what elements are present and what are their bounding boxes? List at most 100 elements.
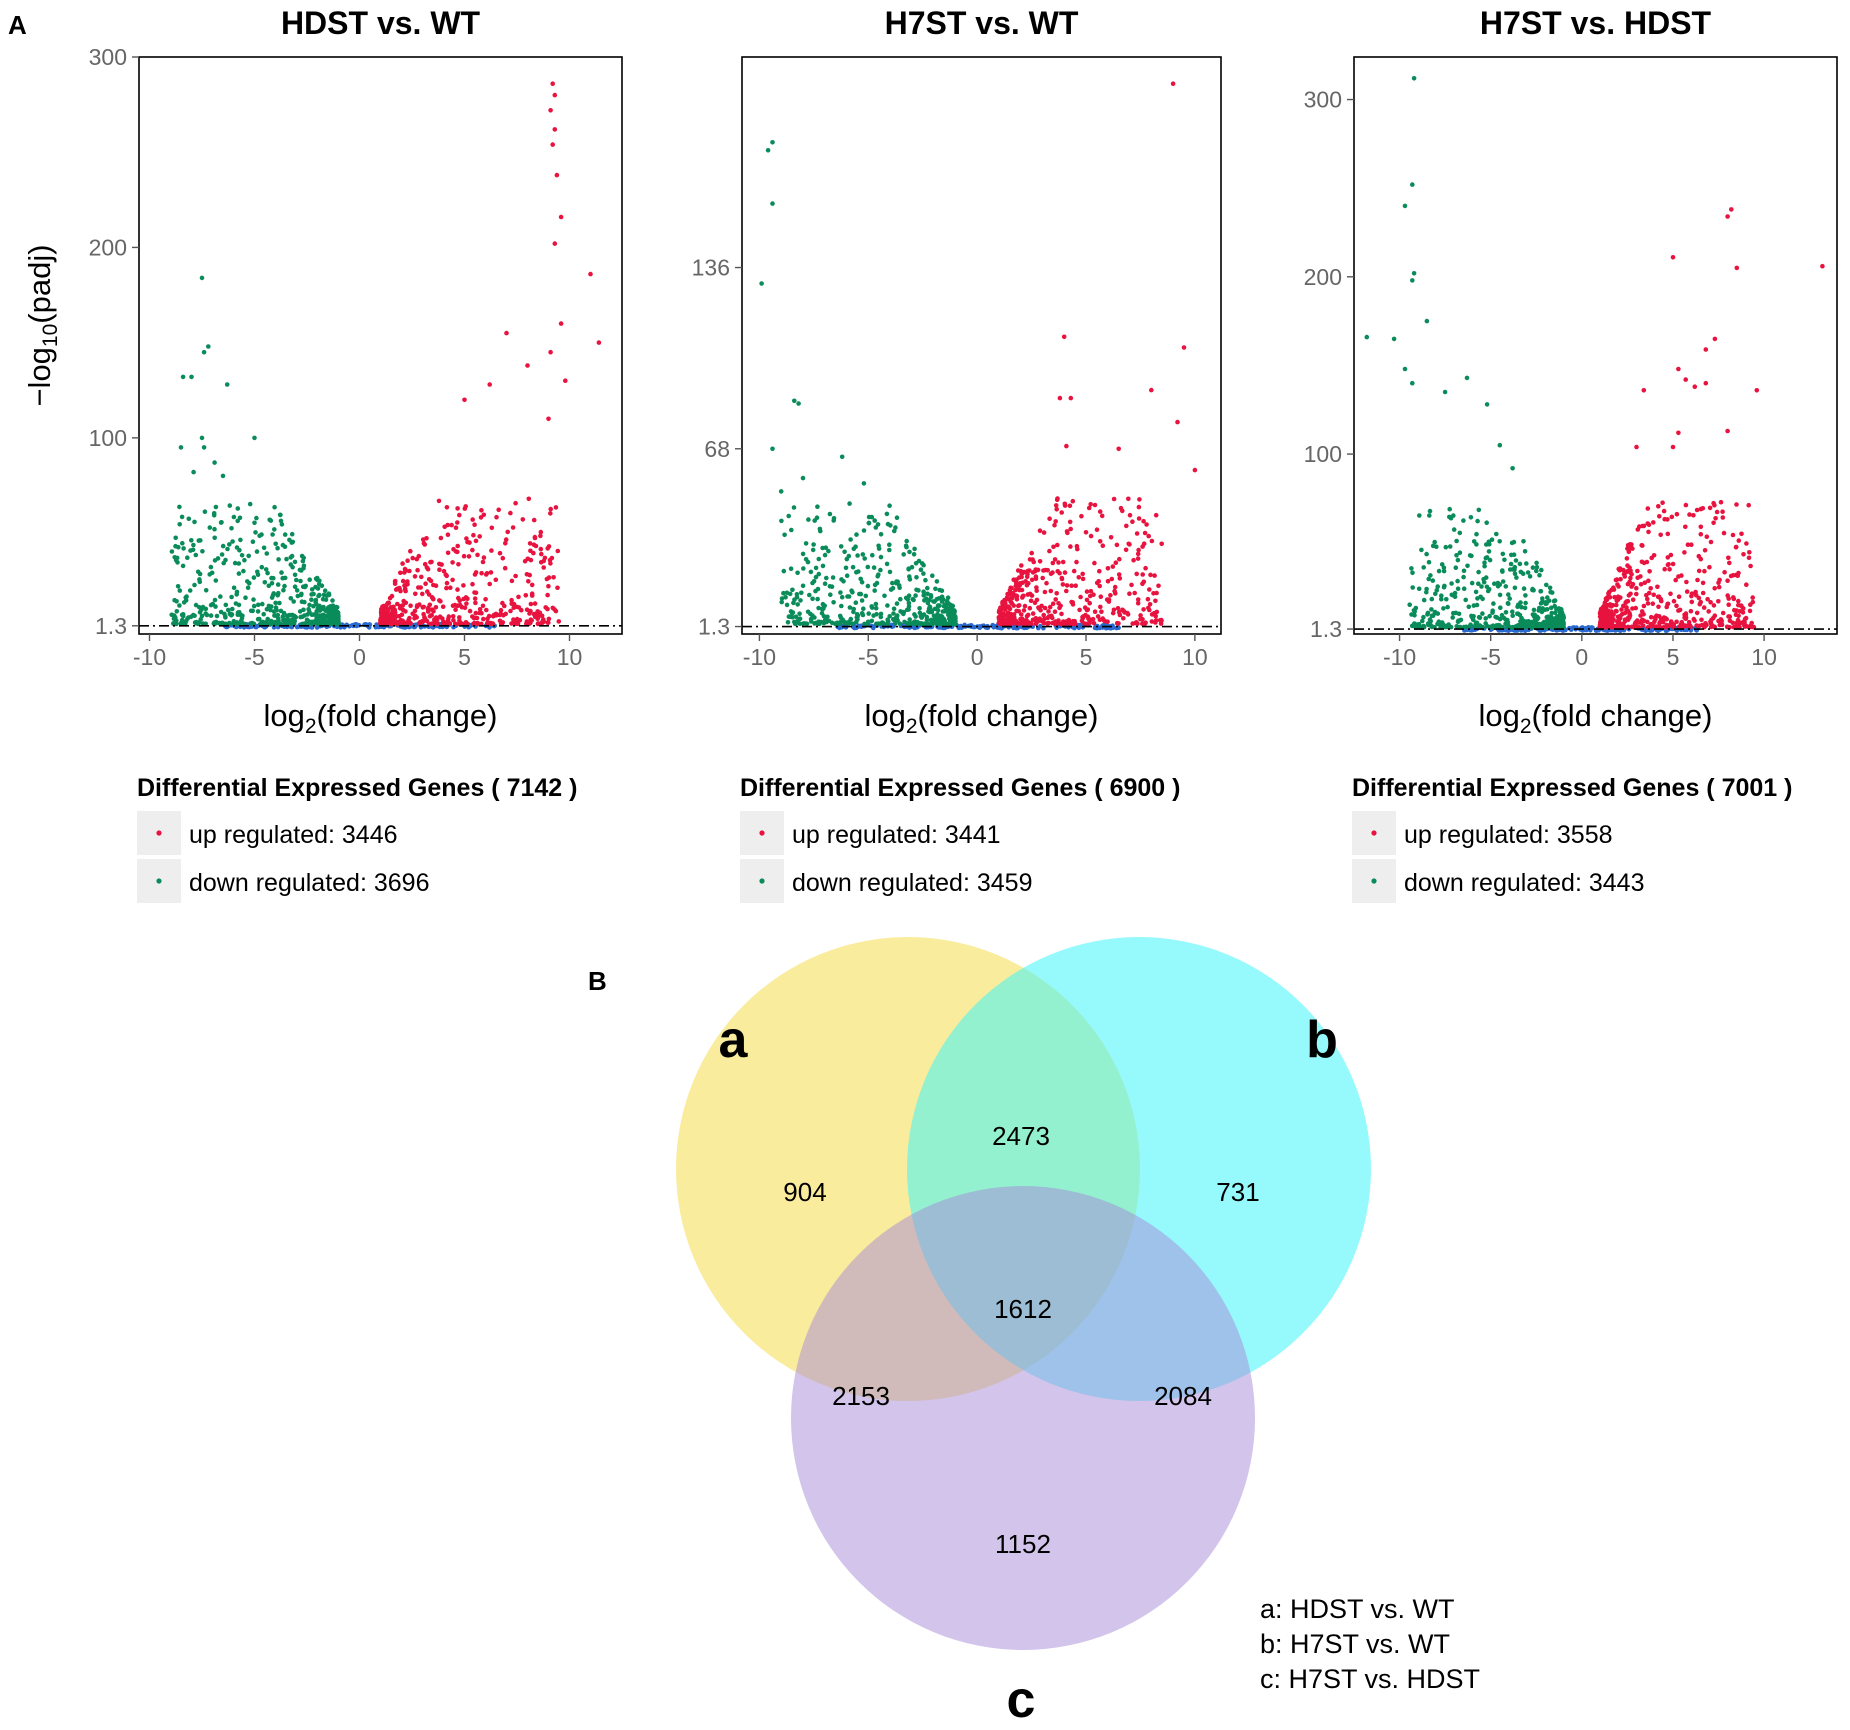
data-point (429, 621, 434, 627)
data-point (438, 599, 443, 604)
data-point (545, 620, 550, 625)
data-point (1669, 514, 1675, 520)
data-point (189, 374, 194, 380)
data-point (800, 475, 806, 481)
data-point (1700, 580, 1706, 586)
data-point (930, 573, 935, 578)
data-point (1702, 548, 1708, 553)
data-point (1482, 563, 1487, 569)
data-point (441, 568, 447, 574)
data-point (1461, 586, 1467, 591)
data-point (884, 561, 890, 567)
data-point (806, 517, 811, 522)
data-point (1534, 564, 1540, 570)
data-point (913, 561, 919, 566)
data-point (294, 588, 300, 593)
data-point (229, 526, 234, 531)
data-point (461, 583, 466, 588)
data-point (1136, 504, 1142, 510)
data-point (1430, 578, 1436, 583)
data-point (252, 435, 257, 441)
data-point (790, 587, 795, 593)
data-point (885, 603, 890, 608)
data-point (443, 572, 449, 577)
data-point (1059, 576, 1065, 582)
data-point (1651, 553, 1657, 558)
x-axis-label: log2(fold change) (263, 698, 497, 738)
data-point (1442, 583, 1447, 589)
data-point (402, 566, 408, 572)
data-point (1016, 603, 1021, 609)
data-point (1138, 613, 1143, 618)
y-tick-label: 200 (1304, 264, 1342, 290)
data-point (1614, 577, 1620, 582)
venn-count-ac: 2153 (832, 1381, 890, 1411)
data-point (405, 558, 410, 563)
data-point (1100, 543, 1106, 548)
data-point (822, 581, 828, 586)
data-point (234, 545, 240, 550)
data-point (510, 525, 516, 530)
data-point (1621, 567, 1626, 573)
data-point (1646, 590, 1652, 596)
data-point (1114, 542, 1120, 548)
data-point (1638, 620, 1644, 626)
data-point (935, 603, 941, 609)
data-point (1025, 568, 1030, 574)
data-point (1646, 522, 1652, 527)
data-point (1088, 588, 1094, 594)
data-point (596, 340, 602, 345)
data-point (180, 374, 186, 380)
data-point (471, 532, 476, 538)
data-point (1074, 559, 1079, 565)
data-point (235, 518, 240, 524)
data-point (1625, 624, 1631, 630)
data-point (837, 621, 842, 627)
data-point (191, 542, 196, 548)
data-point (203, 621, 208, 627)
data-point (1503, 621, 1508, 627)
data-point (919, 621, 924, 627)
data-point (179, 617, 185, 623)
data-point (520, 517, 526, 522)
data-point (1116, 621, 1121, 626)
data-point (187, 588, 193, 593)
data-point (928, 593, 934, 598)
data-point (844, 573, 850, 578)
data-point (472, 596, 478, 601)
data-point (800, 583, 806, 589)
data-point (1549, 590, 1555, 595)
data-point (851, 546, 857, 552)
data-point (470, 517, 476, 522)
data-point (1633, 605, 1638, 611)
data-point (1734, 608, 1739, 613)
data-point (264, 606, 270, 612)
legend-key-down (1371, 878, 1377, 884)
data-point (1424, 586, 1429, 592)
data-point (1030, 611, 1036, 616)
data-point (185, 616, 190, 621)
data-point (524, 607, 530, 612)
data-point (273, 541, 279, 547)
data-point (173, 535, 178, 541)
data-point (1651, 592, 1656, 598)
data-point (1629, 624, 1635, 630)
data-point (1099, 513, 1105, 519)
data-point (923, 577, 928, 583)
data-point (948, 618, 953, 623)
data-point (541, 565, 546, 570)
data-point (1698, 524, 1704, 530)
data-point (770, 201, 775, 206)
data-point (446, 614, 452, 619)
data-point (1510, 466, 1515, 471)
data-point (188, 548, 193, 553)
data-point (1661, 508, 1667, 514)
volcano-plots: HDST vs. WT-10 -5 0 5 101.3100200300log2(fol… (22, 5, 1838, 903)
data-point (268, 607, 273, 613)
data-point (1044, 580, 1049, 586)
data-point (887, 542, 892, 547)
data-point (1538, 589, 1543, 594)
data-point (326, 592, 332, 598)
data-point (795, 619, 800, 624)
data-point (894, 601, 900, 606)
